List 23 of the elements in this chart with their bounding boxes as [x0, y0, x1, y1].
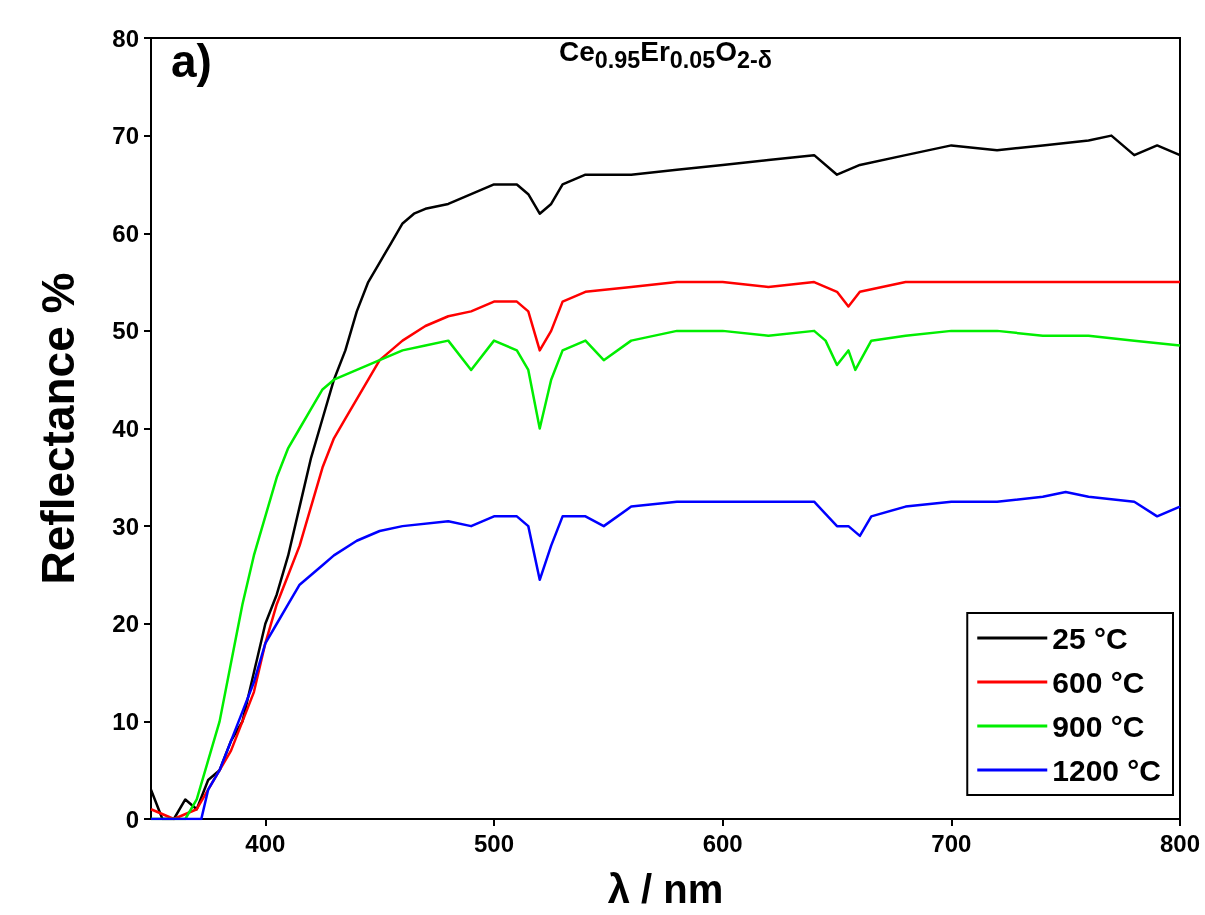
- x-tick-label: 500: [473, 829, 515, 857]
- legend-label: 900 °C: [1052, 709, 1145, 743]
- x-tick-label: 600: [702, 829, 743, 857]
- legend-label: 25 °C: [1052, 621, 1128, 655]
- y-tick-label: 20: [112, 610, 139, 638]
- y-tick-label: 0: [125, 805, 139, 833]
- y-tick-label: 40: [112, 415, 139, 442]
- chart-title: Ce$_{0.95}$Er$_{0.05}$O$_{2-δ}$: [559, 36, 772, 73]
- y-tick-label: 50: [112, 317, 139, 345]
- y-tick-label: 10: [112, 707, 139, 735]
- y-tick-label: 60: [112, 219, 139, 247]
- y-axis-title: Reflectance %: [32, 272, 84, 585]
- legend-label: 600 °C: [1052, 665, 1145, 699]
- line-series: [149, 490, 1182, 821]
- x-tick-label: 800: [1159, 829, 1201, 857]
- x-axis-title: λ / nm: [607, 867, 724, 911]
- legend-label: 1200 °C: [1052, 753, 1162, 787]
- y-tick-label: 30: [112, 512, 139, 540]
- y-tick-label: 80: [112, 24, 139, 52]
- annotation: a): [171, 35, 212, 87]
- x-tick-label: 400: [245, 829, 286, 857]
- x-tick-label: 700: [931, 829, 972, 857]
- y-tick-label: 70: [112, 122, 139, 150]
